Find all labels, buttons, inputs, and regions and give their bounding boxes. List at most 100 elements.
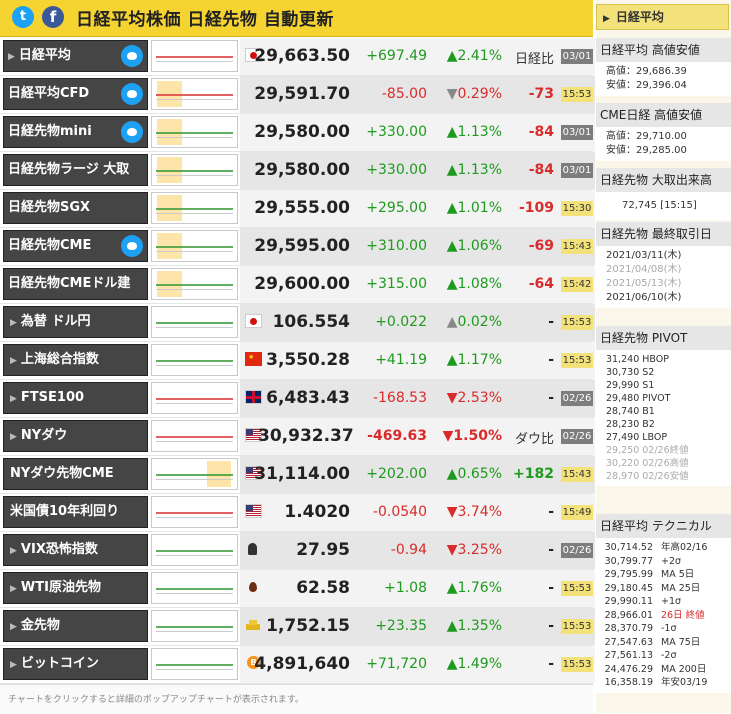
twitter-icon[interactable] <box>121 121 143 143</box>
row-background <box>240 608 595 645</box>
change-percent: ▲1.13% <box>446 124 502 140</box>
twitter-icon[interactable] <box>121 45 143 67</box>
twitter-icon[interactable] <box>121 83 143 105</box>
relative-diff: -73 <box>528 86 554 102</box>
twitter-icon[interactable] <box>121 235 143 257</box>
market-row: ▶ ビットコイン B 4,891,640 +71,720 ▲1.49% -15:53 <box>0 646 595 684</box>
technical-row: 27,547.63 MA 75日 <box>598 636 731 650</box>
market-row: ▶ 為替 ドル円 106.554 +0.022 ▲0.02% -15:53 <box>0 304 595 342</box>
change-value: +330.00 <box>366 124 427 140</box>
market-row: ▶ WTI原油先物 62.58 +1.08 ▲1.76% -15:53 <box>0 570 595 608</box>
technical-value: 28,370.79 <box>604 623 653 634</box>
facebook-share-button[interactable]: f <box>42 6 64 28</box>
technical-label: +2σ <box>661 555 682 567</box>
oil-drop-icon <box>245 580 262 594</box>
pivot-line: 28,970 02/26安値 <box>606 471 689 482</box>
mini-chart-thumbnail[interactable] <box>151 154 238 186</box>
relative-diff: -109 <box>518 200 554 216</box>
market-label-button[interactable]: ▶ NYダウ <box>3 420 148 452</box>
mini-chart-thumbnail[interactable] <box>151 648 238 680</box>
mini-chart-thumbnail[interactable] <box>151 534 238 566</box>
row-background <box>240 304 595 341</box>
relative-diff: - <box>548 656 554 672</box>
market-label-button[interactable]: 日経平均CFD <box>3 78 148 110</box>
row-background <box>240 456 595 493</box>
mini-chart-thumbnail[interactable] <box>151 496 238 528</box>
market-label-button[interactable]: 日経先物mini <box>3 116 148 148</box>
update-time-badge: 15:42 <box>561 277 593 292</box>
technical-label: -1σ <box>661 623 677 634</box>
triangle-right-icon: ▶ <box>10 622 17 632</box>
market-label-button[interactable]: ▶ 金先物 <box>3 610 148 642</box>
mini-chart-thumbnail[interactable] <box>151 78 238 110</box>
market-label-button[interactable]: ▶ 為替 ドル円 <box>3 306 148 338</box>
mini-chart-thumbnail[interactable] <box>151 268 238 300</box>
market-label-button[interactable]: ▶ VIX恐怖指数 <box>3 534 148 566</box>
market-label-button[interactable]: 米国債10年利回り <box>3 496 148 528</box>
market-label-button[interactable]: ▶ WTI原油先物 <box>3 572 148 604</box>
market-label: 日経先物ラージ 大取 <box>8 162 130 177</box>
market-label: 日経平均 <box>18 48 71 63</box>
mini-chart-thumbnail[interactable] <box>151 192 238 224</box>
nikkei-high-low-panel: 日経平均 高値安値 高値：29,686.39 安値：29,396.04 <box>596 38 731 96</box>
market-label-button[interactable]: ▶ FTSE100 <box>3 382 148 414</box>
market-label-button[interactable]: 日経先物CME <box>3 230 148 262</box>
market-label-button[interactable]: ▶ ビットコイン <box>3 648 148 680</box>
mini-chart-thumbnail[interactable] <box>151 40 238 72</box>
technical-row: 30,714.52 年高02/16 <box>598 541 731 555</box>
mini-chart-thumbnail[interactable] <box>151 230 238 262</box>
row-background <box>240 190 595 227</box>
market-label-button[interactable]: 日経先物CMEドル建 <box>3 268 148 300</box>
row-background <box>240 228 595 265</box>
market-label-button[interactable]: NYダウ先物CME <box>3 458 148 490</box>
row-background <box>240 418 595 455</box>
market-label-button[interactable]: ▶ 日経平均 <box>3 40 148 72</box>
mini-chart-thumbnail[interactable] <box>151 382 238 414</box>
technical-label: +1σ <box>661 596 682 607</box>
technical-row: 28,966.01 26日 終値 <box>598 609 731 623</box>
update-time-badge: 15:53 <box>561 581 593 596</box>
us-flag-icon <box>245 428 262 442</box>
mini-chart-thumbnail[interactable] <box>151 572 238 604</box>
market-row: 米国債10年利回り 1.4020 -0.0540 ▼3.74% -15:49 <box>0 494 595 532</box>
technical-label: MA 75日 <box>661 636 701 648</box>
change-percent: ▼2.53% <box>446 390 502 406</box>
vix-icon <box>245 542 262 556</box>
price-value: 29,555.00 <box>254 198 350 218</box>
technical-value: 29,795.99 <box>604 569 653 580</box>
relative-diff: - <box>548 580 554 596</box>
mini-chart-thumbnail[interactable] <box>151 420 238 452</box>
technical-value: 16,358.19 <box>604 677 653 688</box>
change-percent-text: 0.29% <box>457 86 502 102</box>
market-row: ▶ 金先物 1,752.15 +23.35 ▲1.35% -15:53 <box>0 608 595 646</box>
relative-diff: 日経比 <box>514 52 554 67</box>
technical-row: 24,476.29 MA 200日 <box>598 663 731 677</box>
relative-diff: -69 <box>528 238 554 254</box>
triangle-right-icon: ▶ <box>8 52 15 62</box>
mini-chart-thumbnail[interactable] <box>151 458 238 490</box>
market-row: ▶ 日経平均 29,663.50 +697.49 ▲2.41% 日経比 03/01 <box>0 38 595 76</box>
mini-chart-thumbnail[interactable] <box>151 610 238 642</box>
market-label-button[interactable]: ▶ 上海総合指数 <box>3 344 148 376</box>
change-value: +295.00 <box>366 200 427 216</box>
pivot-line: 28,230 B2 <box>606 419 655 430</box>
technical-value: 28,966.01 <box>604 609 653 621</box>
market-label: 日経平均CFD <box>8 86 90 101</box>
twitter-share-button[interactable]: t <box>12 6 34 28</box>
china-flag-icon: ★ <box>245 352 262 366</box>
price-value: 6,483.43 <box>266 388 350 408</box>
market-row: NYダウ先物CME 31,114.00 +202.00 ▲0.65% +182 15:43 <box>0 456 595 494</box>
low-value: 安値：29,285.00 <box>606 145 687 156</box>
market-row: ▶ VIX恐怖指数 27.95 -0.94 ▼3.25% -02/26 <box>0 532 595 570</box>
mini-chart-thumbnail[interactable] <box>151 306 238 338</box>
gold-bars-icon <box>245 618 262 632</box>
market-label-button[interactable]: 日経先物ラージ 大取 <box>3 154 148 186</box>
us-flag-icon <box>245 504 262 518</box>
sidebar-tab-nikkei[interactable]: ▶ 日経平均 <box>596 4 729 30</box>
technical-value: 24,476.29 <box>604 663 653 675</box>
mini-chart-thumbnail[interactable] <box>151 344 238 376</box>
market-label: 上海総合指数 <box>20 352 99 367</box>
market-label-button[interactable]: 日経先物SGX <box>3 192 148 224</box>
mini-chart-thumbnail[interactable] <box>151 116 238 148</box>
price-value: 30,932.37 <box>258 426 354 446</box>
